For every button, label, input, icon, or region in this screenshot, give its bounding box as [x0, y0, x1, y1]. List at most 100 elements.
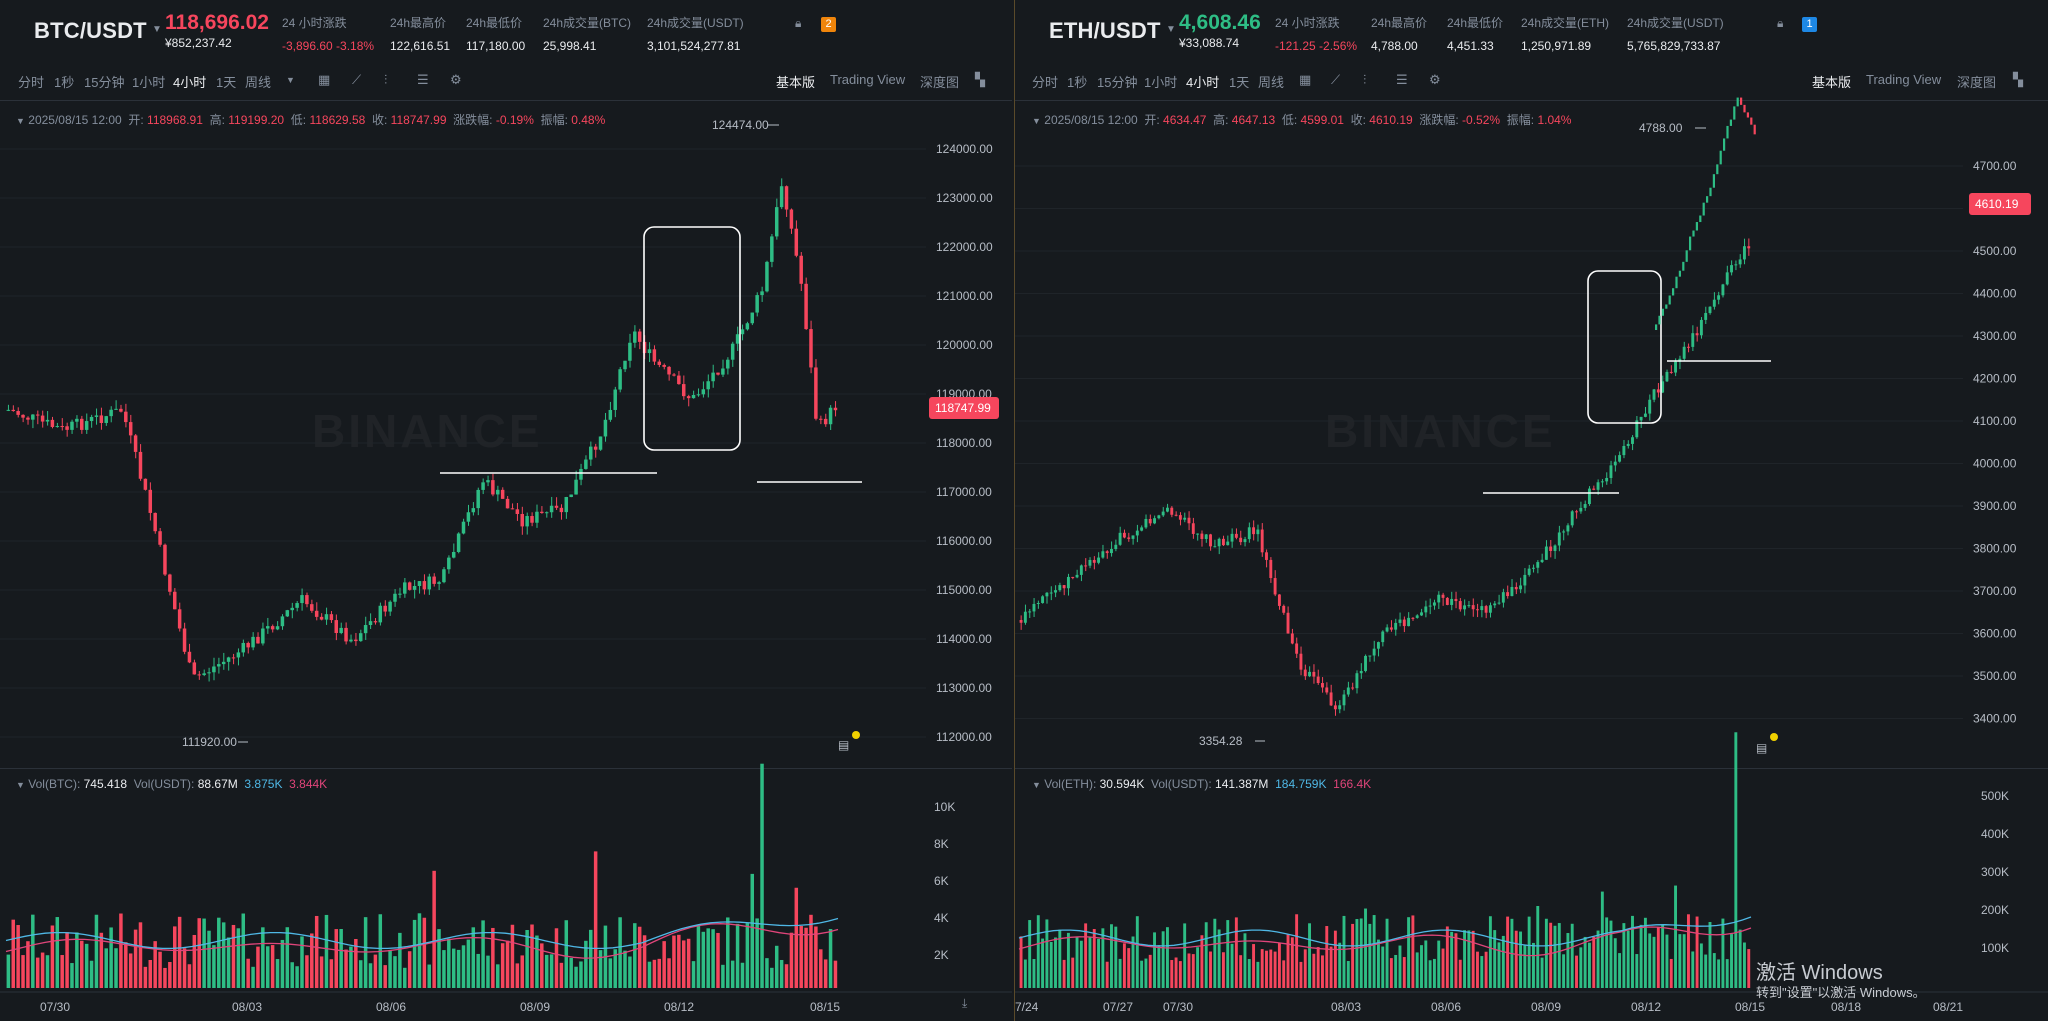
scale-toggle-icon[interactable]: ⤓ [962, 996, 968, 1010]
interval-tab-week[interactable]: 周线 [245, 75, 272, 90]
volume-bar [1467, 930, 1471, 988]
candle-body [324, 614, 329, 620]
indicator-icon[interactable]: ⫶ [384, 72, 388, 87]
interval-tab-1s[interactable]: 1秒 [54, 75, 75, 90]
volume-bar [691, 961, 696, 988]
draw-line-icon[interactable]: ⟋ [352, 72, 362, 87]
lock-icon[interactable]: 🔒︎ [795, 16, 802, 30]
interval-tab-1d[interactable]: 1天 [216, 75, 237, 90]
volume-bar [819, 949, 823, 988]
interval-tab-1h[interactable]: 1小时 [132, 75, 166, 90]
notification-badge[interactable]: 2 [821, 17, 836, 32]
price-axis-label: 123000.00 [936, 191, 993, 205]
volume-bar [779, 959, 784, 988]
view-tab-tradingview[interactable]: Trading View [830, 72, 906, 87]
interval-tab-line[interactable]: 分时 [18, 75, 45, 90]
candle-body [1717, 295, 1721, 300]
volume-bar [466, 939, 471, 988]
volume-bar [1493, 930, 1497, 988]
gear-icon[interactable]: ⚙ [1429, 72, 1441, 87]
indicator-icon[interactable]: ⫶ [1363, 72, 1367, 87]
volume-bar [1312, 953, 1316, 988]
volume-bar [1661, 925, 1665, 988]
candle-body [310, 604, 314, 611]
candle-body [1685, 250, 1688, 262]
grid-layout-icon[interactable]: ▚ [975, 72, 985, 87]
btc-stat-change: 24 小时涨跌 -3,896.60 -3.18% [282, 16, 375, 53]
chevron-down-icon[interactable]: ▼ [16, 116, 25, 126]
notes-icon[interactable]: ▤ [1756, 741, 1768, 755]
candle-body [1712, 174, 1715, 188]
lock-icon[interactable]: 🔒︎ [1777, 16, 1784, 30]
view-tab-basic[interactable]: 基本版 [1812, 75, 1852, 90]
volume-bar [491, 927, 495, 988]
interval-tab-1s[interactable]: 1秒 [1067, 75, 1088, 90]
interval-tab-1h[interactable]: 1小时 [1144, 75, 1178, 90]
candle-body [1234, 533, 1238, 538]
volume-bar [1717, 959, 1721, 988]
chevron-down-icon[interactable]: ▼ [286, 75, 295, 85]
candle-body [520, 513, 524, 527]
volume-bar [265, 946, 270, 988]
candle-body [716, 372, 720, 375]
calendar-icon[interactable]: ▦ [318, 72, 331, 87]
draw-line-icon[interactable]: ⟋ [1331, 72, 1341, 87]
candle-body [1196, 533, 1200, 535]
grid-layout-icon[interactable]: ▚ [2013, 72, 2023, 87]
volume-bar [1088, 937, 1092, 988]
candle-body [774, 207, 779, 237]
candle-body [1079, 565, 1083, 575]
layout-icon[interactable]: ☰ [417, 72, 429, 87]
btc-chart-canvas[interactable]: 124000.00 123000.00 122000.00 121000.00 1200… [0, 0, 1012, 1021]
volume-bar [1631, 915, 1634, 988]
view-tab-basic[interactable]: 基本版 [776, 75, 816, 90]
chevron-down-icon[interactable]: ▼ [1032, 116, 1041, 126]
eth-chart-pane: ETH/USDT ▼ 4,608.46 ¥33,088.74 24 小时涨跌 -1… [1014, 0, 2048, 1021]
notification-badge[interactable]: 1 [1802, 17, 1817, 32]
interval-tab-4h[interactable]: 4小时 [1186, 75, 1220, 90]
eth-symbol[interactable]: ETH/USDT [1049, 18, 1161, 43]
volume-bar [334, 929, 338, 988]
price-axis-label: 4200.00 [1973, 372, 2017, 386]
candle-body [696, 394, 701, 396]
candle-body [363, 625, 368, 634]
interval-tab-15m[interactable]: 15分钟 [84, 75, 125, 90]
candle-body [672, 374, 676, 376]
candle-body [1658, 315, 1661, 325]
candle-body [1247, 527, 1251, 540]
layout-icon[interactable]: ☰ [1396, 72, 1408, 87]
price-axis-label: 114000.00 [936, 632, 992, 646]
candle-body [1036, 602, 1040, 604]
volume-bar [187, 964, 192, 988]
btc-symbol[interactable]: BTC/USDT [34, 18, 147, 43]
candle-body [1407, 617, 1411, 627]
volume-bar [471, 927, 476, 988]
interval-tab-1d[interactable]: 1天 [1229, 75, 1250, 90]
candle-body [290, 607, 294, 611]
volume-bar [1570, 923, 1574, 988]
btc-chart-pane: BTC/USDT ▼ 118,696.02 ¥852,237.42 24 小时涨… [0, 0, 1012, 1021]
candle-body [1153, 518, 1156, 524]
notes-icon[interactable]: ▤ [838, 738, 850, 752]
gear-icon[interactable]: ⚙ [450, 72, 462, 87]
chevron-down-icon[interactable]: ▼ [1166, 24, 1176, 35]
interval-tab-4h[interactable]: 4小时 [173, 75, 207, 90]
eth-chart-canvas[interactable]: 4700.004600.004500.004400.004300.004200.… [1015, 0, 2048, 1021]
interval-tab-15m[interactable]: 15分钟 [1097, 75, 1138, 90]
calendar-icon[interactable]: ▦ [1299, 72, 1312, 87]
date-axis-label: 08/18 [1831, 1000, 1861, 1014]
volume-bar [1665, 934, 1669, 988]
interval-tab-week[interactable]: 周线 [1258, 75, 1285, 90]
view-tab-tradingview[interactable]: Trading View [1866, 72, 1942, 87]
view-tab-depth[interactable]: 深度图 [920, 75, 960, 90]
candle-body [212, 666, 216, 673]
volume-bar [579, 961, 583, 988]
view-tab-depth[interactable]: 深度图 [1957, 75, 1997, 90]
candle-body [1437, 594, 1441, 603]
eth-volume-legend: ▼ Vol(ETH): 30.594K Vol(USDT): 141.387M … [1032, 777, 1372, 791]
interval-tab-line[interactable]: 分时 [1032, 75, 1059, 90]
volume-bar [569, 957, 573, 988]
candle-body [412, 586, 417, 590]
chevron-down-icon[interactable]: ▼ [152, 24, 162, 35]
volume-bar [329, 959, 334, 988]
